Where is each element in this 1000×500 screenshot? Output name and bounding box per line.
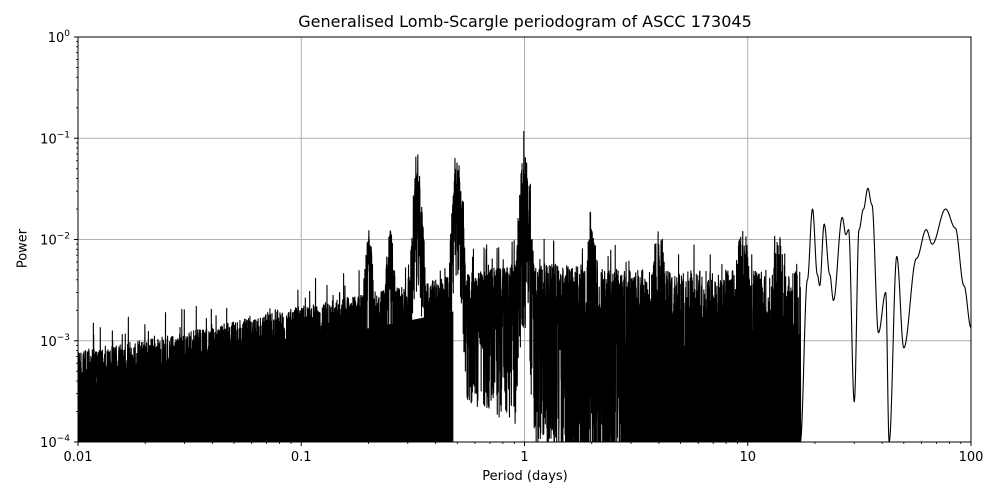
- chart-title: Generalised Lomb-Scargle periodogram of …: [298, 12, 752, 31]
- y-tick-label: 10−2: [40, 232, 70, 249]
- periodogram-series: [78, 130, 971, 442]
- x-tick-label: 0.1: [291, 450, 312, 465]
- dense-noise-fill: [78, 311, 454, 442]
- x-tick-label: 1: [520, 450, 528, 465]
- y-tick-label: 100: [48, 29, 71, 46]
- y-tick-label: 10−1: [40, 130, 70, 147]
- axis-ticks: 0.01 0.1 1 10 100 10−4 10−3 10−2 10−1 100: [40, 29, 983, 465]
- x-tick-label: 0.01: [64, 450, 93, 465]
- y-tick-label: 10−3: [40, 333, 70, 350]
- y-tick-label: 10−4: [40, 434, 70, 451]
- x-axis-label: Period (days): [482, 469, 568, 484]
- x-tick-label: 10: [739, 450, 756, 465]
- x-tick-label: 100: [959, 450, 984, 465]
